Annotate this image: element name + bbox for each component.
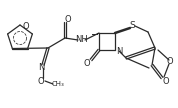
Text: O: O xyxy=(65,16,71,25)
Text: O: O xyxy=(167,57,173,67)
Text: O: O xyxy=(23,22,30,31)
Text: N: N xyxy=(38,63,44,71)
Text: S: S xyxy=(129,21,135,29)
Text: O: O xyxy=(163,78,169,87)
Text: N: N xyxy=(116,47,122,56)
Text: CH₃: CH₃ xyxy=(52,81,64,87)
Text: O: O xyxy=(84,59,90,68)
Text: O: O xyxy=(38,76,44,86)
Text: NH: NH xyxy=(76,36,88,44)
